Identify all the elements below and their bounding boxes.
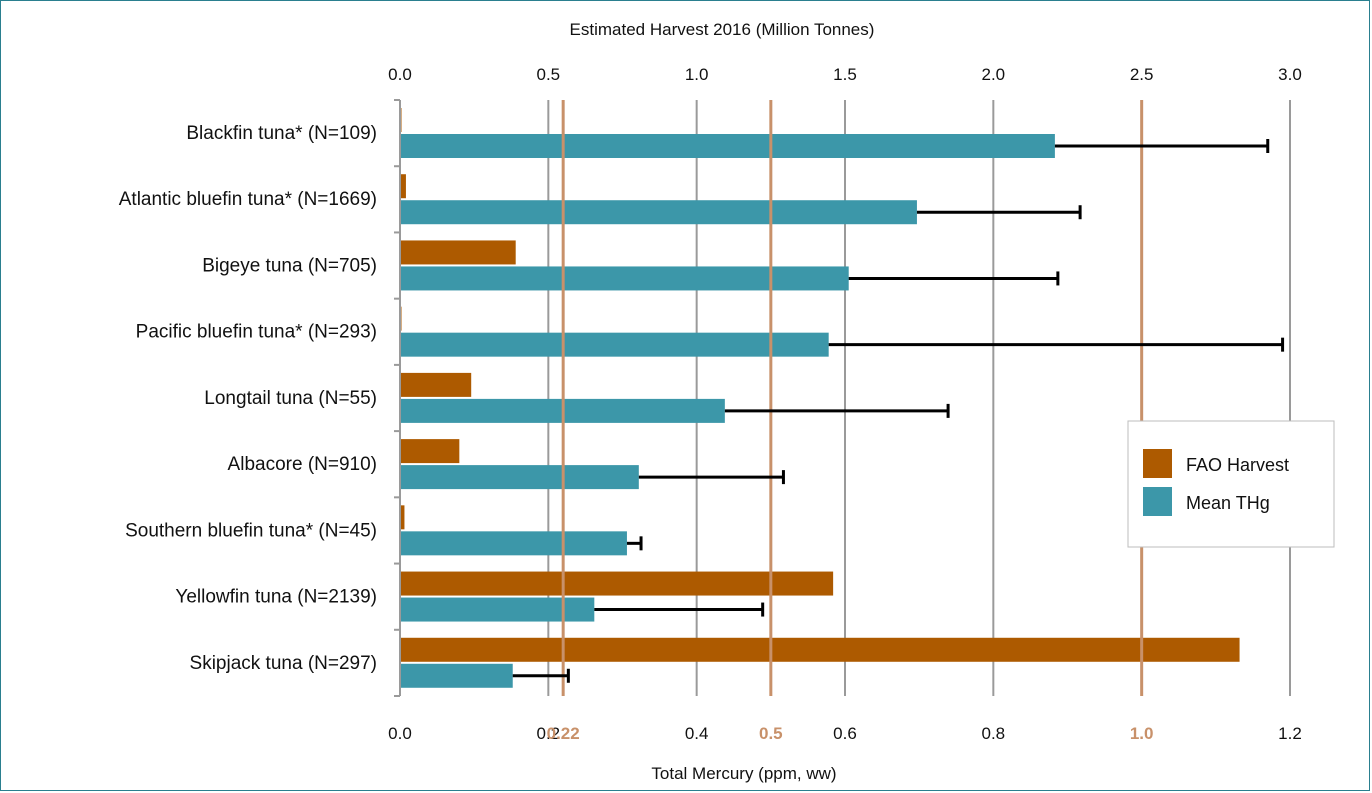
harvest-bar — [400, 174, 406, 199]
top-tick-label: 0.5 — [537, 65, 561, 84]
axes — [394, 99, 401, 697]
top-axis-title: Estimated Harvest 2016 (Million Tonnes) — [570, 20, 875, 39]
legend: FAO Harvest Mean THg — [1127, 420, 1335, 548]
thg-bar — [400, 332, 829, 357]
category-label: Skipjack tuna (N=297) — [190, 653, 377, 674]
thg-bar — [400, 200, 917, 225]
top-tick-label: 2.5 — [1130, 65, 1154, 84]
bottom-tick-label: 0.8 — [982, 724, 1006, 743]
bars — [400, 108, 1240, 688]
thg-bar — [400, 597, 595, 622]
bottom-tick-label: 0.6 — [833, 724, 857, 743]
reference-lines — [561, 100, 1144, 696]
category-label: Yellowfin tuna (N=2139) — [175, 587, 377, 608]
thg-bar — [400, 465, 639, 490]
bottom-tick-label: 0.4 — [685, 724, 709, 743]
category-label: Southern bluefin tuna* (N=45) — [125, 520, 377, 541]
category-label: Longtail tuna (N=55) — [204, 388, 377, 409]
category-label: Atlantic bluefin tuna* (N=1669) — [119, 189, 377, 210]
harvest-bar — [400, 372, 472, 397]
category-label: Blackfin tuna* (N=109) — [186, 123, 377, 144]
legend-label-harvest: FAO Harvest — [1186, 455, 1289, 475]
reference-line-label: 1.0 — [1130, 724, 1154, 743]
harvest-bar — [400, 571, 834, 596]
harvest-bar — [400, 439, 460, 464]
category-label: Pacific bluefin tuna* (N=293) — [136, 322, 377, 343]
reference-line-label: 0.22 — [547, 724, 580, 743]
top-tick-label: 1.5 — [833, 65, 857, 84]
top-tick-label: 1.0 — [685, 65, 709, 84]
category-label: Albacore (N=910) — [228, 454, 377, 475]
top-tick-label: 3.0 — [1278, 65, 1302, 84]
bottom-tick-label: 0.0 — [388, 724, 412, 743]
bottom-tick-label: 1.2 — [1278, 724, 1302, 743]
top-tick-label: 2.0 — [982, 65, 1006, 84]
thg-bar — [400, 663, 513, 688]
bottom-axis-title: Total Mercury (ppm, ww) — [651, 764, 836, 783]
legend-box — [1127, 420, 1335, 548]
legend-swatch-harvest — [1143, 449, 1172, 478]
category-label: Bigeye tuna (N=705) — [202, 255, 377, 276]
thg-bar — [400, 134, 1055, 158]
harvest-bar — [400, 240, 516, 265]
reference-line-label: 0.5 — [759, 724, 783, 743]
thg-bar — [400, 531, 627, 556]
top-tick-label: 0.0 — [388, 65, 412, 84]
legend-swatch-thg — [1143, 487, 1172, 516]
harvest-bar — [400, 505, 405, 530]
labels: 0.0 0.5 1.0 1.5 2.0 2.5 3.0 0.0 0.2 0.4 0.6 0.8 1.2 B… — [119, 65, 1302, 743]
harvest-bar — [400, 637, 1240, 662]
bottom-tick-label: 0.2 — [537, 724, 561, 743]
legend-label-thg: Mean THg — [1186, 493, 1270, 513]
grid-lines — [547, 100, 1291, 696]
error-bars — [512, 139, 1285, 683]
thg-bar — [400, 266, 849, 291]
